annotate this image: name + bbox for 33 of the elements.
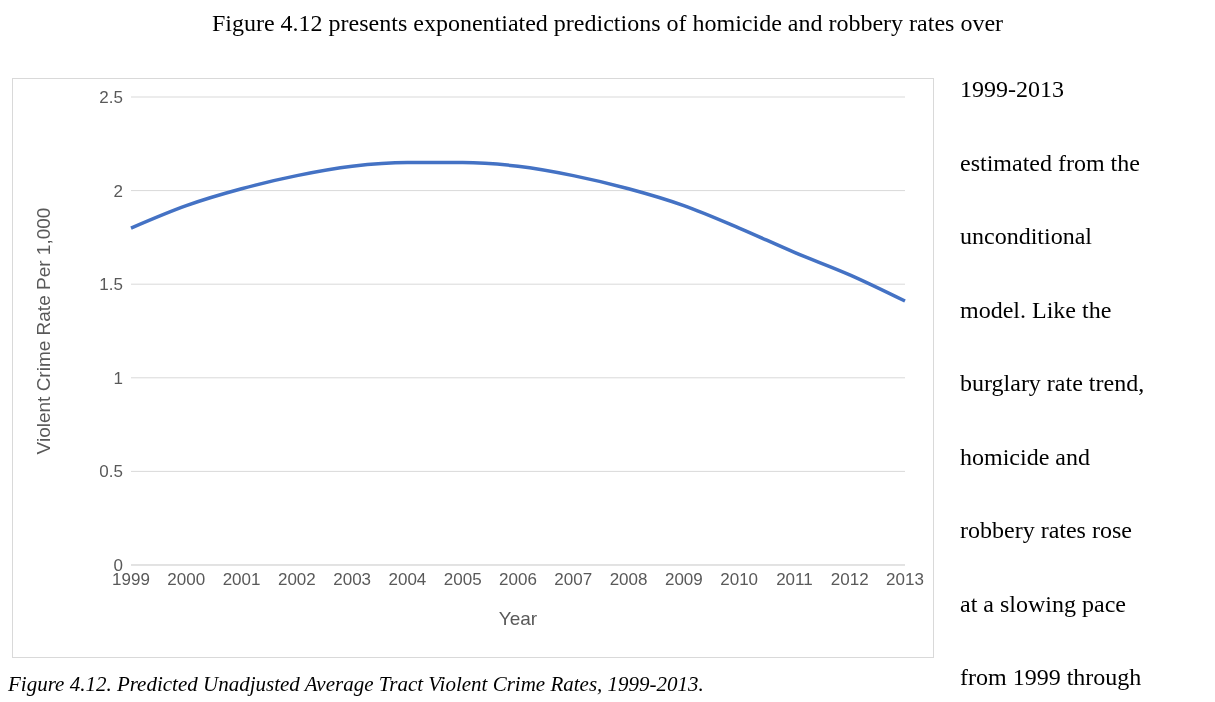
x-tick-label: 2010 xyxy=(720,570,759,590)
x-tick-label: 2005 xyxy=(443,570,482,590)
text: estimated from the xyxy=(960,149,1140,177)
x-tick-label: 2007 xyxy=(554,570,593,590)
text: model. Like the xyxy=(960,296,1112,324)
y-tick-label: 0.5 xyxy=(99,462,123,482)
text: unconditional xyxy=(960,223,1092,250)
y-tick-label: 2.5 xyxy=(99,88,123,108)
y-tick-label: 2 xyxy=(113,181,123,201)
x-tick-label: 2008 xyxy=(609,570,648,590)
x-tick-label: 2012 xyxy=(830,570,869,590)
caption: Figure 4.12 presents exponentiated predictions of homicide and robbery rates over xyxy=(210,10,1005,37)
x-tick-label: 2011 xyxy=(776,570,813,590)
y-tick-label: 1.5 xyxy=(99,275,123,295)
text: burglary rate trend, xyxy=(960,370,1145,397)
x-tick-label: 2013 xyxy=(886,570,924,590)
x-tick-label: 2003 xyxy=(333,570,372,590)
x-tick-label: 2002 xyxy=(277,570,316,590)
x-tick-label: 2009 xyxy=(664,570,703,590)
text: at a slowing pace xyxy=(960,590,1126,618)
text: from 1999 through xyxy=(960,664,1142,691)
text: 1999-2013 xyxy=(960,76,1064,103)
line-series xyxy=(129,160,907,303)
text: robbery rates rose xyxy=(960,517,1132,544)
text: Figure 4.12. Predicted Unadjusted Average Tract Violent Crime Rates, 1999-2013. xyxy=(8,672,704,697)
text: homicide and xyxy=(960,443,1090,471)
x-tick-label: 2000 xyxy=(167,570,206,590)
y-axis-title: Violent Crime Rate Per 1,000 xyxy=(32,207,54,455)
y-tick-label: 1 xyxy=(113,368,123,388)
x-tick-label: 2001 xyxy=(222,570,261,590)
x-tick-label: 2004 xyxy=(388,570,427,590)
x-axis-title: Year xyxy=(498,608,538,629)
x-tick-label: 2006 xyxy=(499,570,537,590)
